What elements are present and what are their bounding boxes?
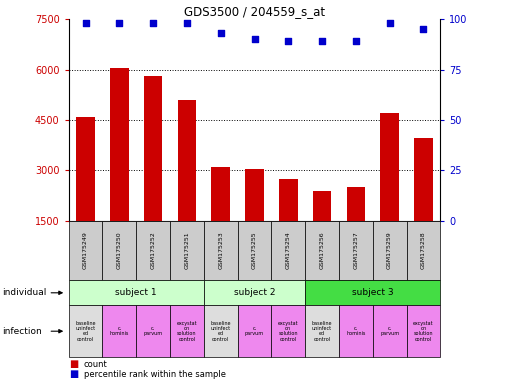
Text: count: count xyxy=(84,359,108,369)
Text: subject 2: subject 2 xyxy=(234,288,275,297)
Bar xyxy=(136,221,170,280)
Bar xyxy=(380,113,399,271)
Bar xyxy=(414,139,433,271)
Bar xyxy=(76,117,95,271)
Bar xyxy=(407,221,440,280)
Bar xyxy=(170,221,204,280)
Text: ■: ■ xyxy=(69,359,78,369)
Bar xyxy=(305,280,440,305)
Bar xyxy=(339,305,373,357)
Bar xyxy=(178,100,196,271)
Point xyxy=(217,30,225,36)
Bar xyxy=(204,221,238,280)
Bar xyxy=(136,305,170,357)
Bar xyxy=(69,280,204,305)
Text: c.
hominis: c. hominis xyxy=(110,326,129,336)
Text: baseline
uninfect
ed
control: baseline uninfect ed control xyxy=(75,321,96,342)
Bar xyxy=(170,305,204,357)
Text: GSM175259: GSM175259 xyxy=(387,232,392,270)
Text: c.
parvum: c. parvum xyxy=(144,326,163,336)
Point xyxy=(116,20,124,26)
Bar xyxy=(238,221,271,280)
Bar xyxy=(144,76,162,271)
Text: GSM175257: GSM175257 xyxy=(353,232,358,270)
Bar xyxy=(211,167,230,271)
Text: excystat
on
solution
control: excystat on solution control xyxy=(278,321,299,342)
Text: GSM175253: GSM175253 xyxy=(218,232,223,270)
Text: GSM175251: GSM175251 xyxy=(184,232,189,269)
Text: excystat
on
solution
control: excystat on solution control xyxy=(413,321,434,342)
Text: GSM175249: GSM175249 xyxy=(83,232,88,270)
Text: subject 3: subject 3 xyxy=(352,288,393,297)
Point xyxy=(318,38,326,45)
Bar xyxy=(204,305,238,357)
Point xyxy=(183,20,191,26)
Bar xyxy=(373,221,407,280)
Bar xyxy=(238,305,271,357)
Bar xyxy=(69,221,102,280)
Point xyxy=(149,20,157,26)
Text: GSM175255: GSM175255 xyxy=(252,232,257,269)
Point xyxy=(250,36,259,43)
Bar xyxy=(407,305,440,357)
Text: GSM175254: GSM175254 xyxy=(286,232,291,270)
Text: c.
hominis: c. hominis xyxy=(346,326,365,336)
Point xyxy=(419,26,428,32)
Bar xyxy=(313,190,331,271)
Text: GSM175256: GSM175256 xyxy=(320,232,325,269)
Text: percentile rank within the sample: percentile rank within the sample xyxy=(84,370,226,379)
Text: GSM175258: GSM175258 xyxy=(421,232,426,269)
Bar xyxy=(347,187,365,271)
Text: GSM175250: GSM175250 xyxy=(117,232,122,269)
Text: ■: ■ xyxy=(69,369,78,379)
Text: excystat
on
solution
control: excystat on solution control xyxy=(177,321,197,342)
Bar xyxy=(204,280,305,305)
Point xyxy=(352,38,360,45)
Title: GDS3500 / 204559_s_at: GDS3500 / 204559_s_at xyxy=(184,5,325,18)
Bar xyxy=(245,169,264,271)
Bar xyxy=(373,305,407,357)
Point xyxy=(81,20,90,26)
Bar xyxy=(279,179,298,271)
Text: individual: individual xyxy=(3,288,47,297)
Bar xyxy=(305,305,339,357)
Bar xyxy=(271,221,305,280)
Text: GSM175252: GSM175252 xyxy=(151,232,156,270)
Text: baseline
uninfect
ed
control: baseline uninfect ed control xyxy=(210,321,231,342)
Point xyxy=(284,38,292,45)
Bar xyxy=(102,305,136,357)
Bar xyxy=(339,221,373,280)
Text: c.
parvum: c. parvum xyxy=(245,326,264,336)
Text: infection: infection xyxy=(3,327,42,336)
Bar xyxy=(102,221,136,280)
Text: subject 1: subject 1 xyxy=(116,288,157,297)
Bar xyxy=(69,305,102,357)
Text: c.
parvum: c. parvum xyxy=(380,326,399,336)
Bar xyxy=(305,221,339,280)
Bar xyxy=(271,305,305,357)
Bar xyxy=(110,68,129,271)
Point xyxy=(385,20,393,26)
Text: baseline
uninfect
ed
control: baseline uninfect ed control xyxy=(312,321,332,342)
